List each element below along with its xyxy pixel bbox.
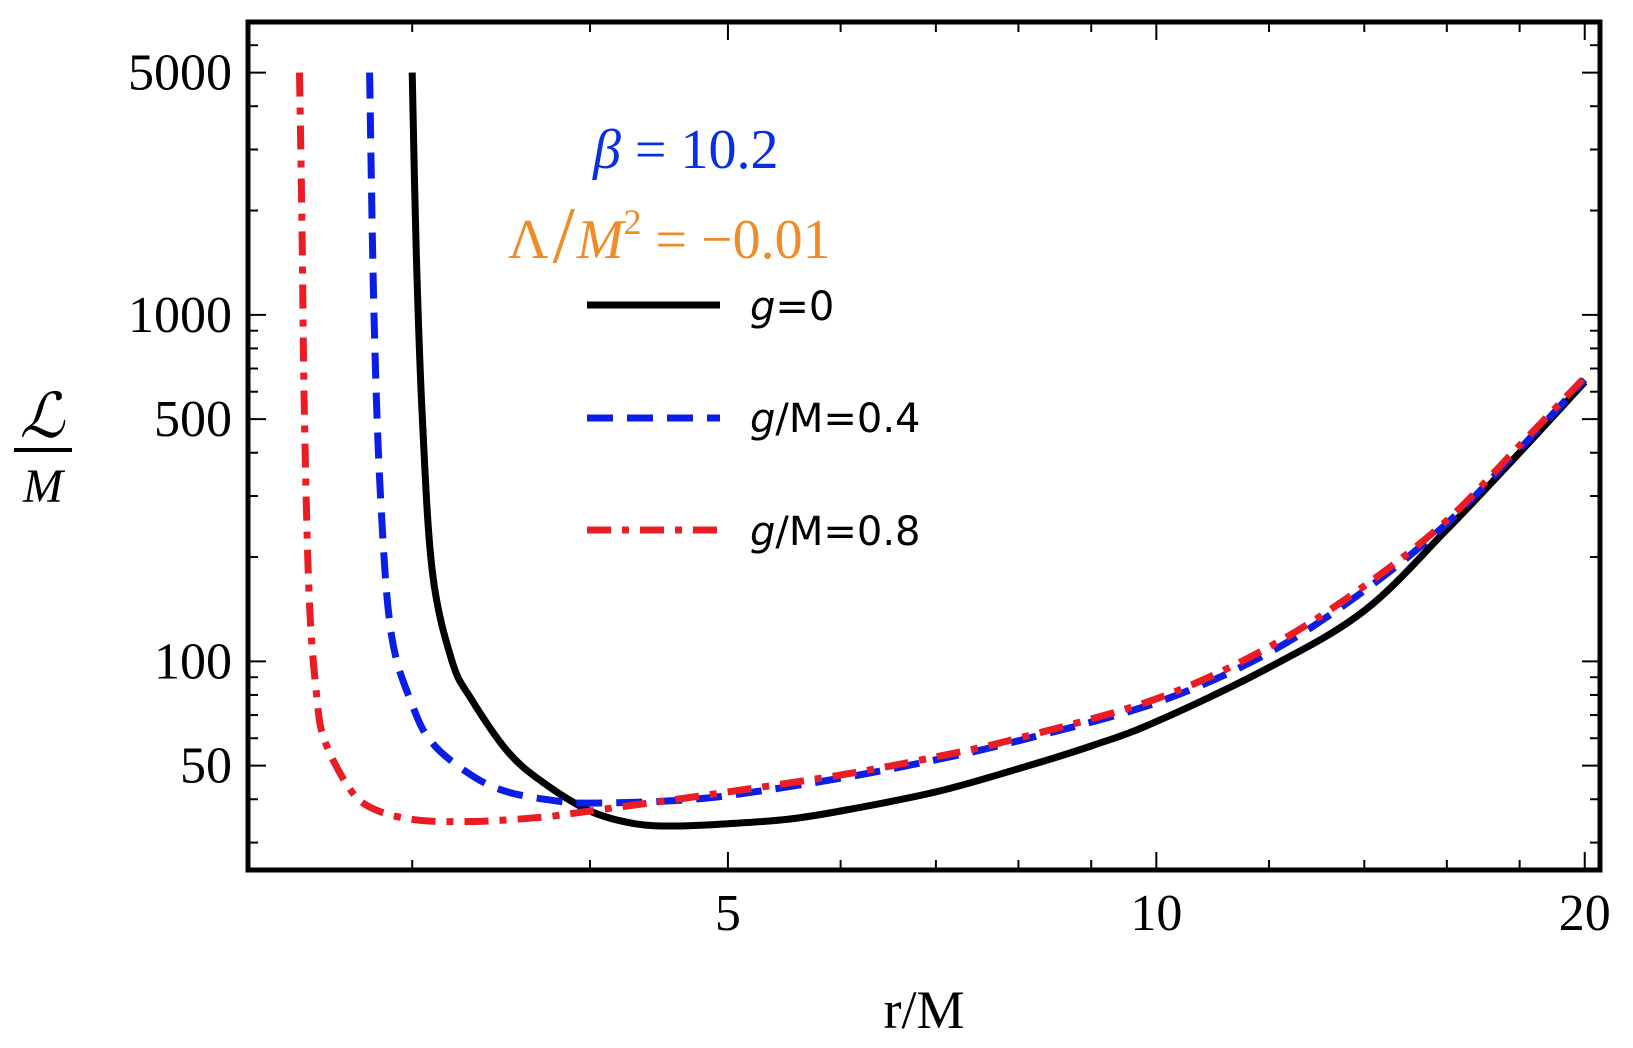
y-tick-label: 1000 xyxy=(128,287,232,344)
legend-label-g08: g/M=0.8 xyxy=(750,509,921,555)
y-tick-label: 500 xyxy=(154,391,232,448)
legend-label-g04-symbol: g xyxy=(750,396,775,442)
beta-value: = 10.2 xyxy=(621,119,779,181)
annotations: β = 10.2 Λ/M2 = −0.01 xyxy=(508,119,831,280)
lambda-m: M xyxy=(576,209,627,271)
beta-symbol: β xyxy=(592,119,621,181)
x-tick-label: 20 xyxy=(1559,885,1611,942)
axis-tick-labels: 5 10 20 50 100 500 1000 5000 xyxy=(128,45,1611,942)
legend-label-g08-rest: /M=0.8 xyxy=(775,509,920,555)
legend-label-g0-rest: =0 xyxy=(775,284,834,330)
beta-annotation: β = 10.2 xyxy=(592,119,778,181)
y-tick-label: 5000 xyxy=(128,45,232,102)
legend-label-g08-symbol: g xyxy=(750,509,775,555)
legend-label-g04: g/M=0.4 xyxy=(750,396,921,442)
x-tick-label: 10 xyxy=(1130,885,1182,942)
series-group xyxy=(296,72,1588,830)
series-line-2 xyxy=(296,72,1588,826)
y-axis-title-numerator: ℒ xyxy=(20,383,66,451)
y-axis-title-denominator: M xyxy=(22,460,66,513)
x-axis-title: r/M xyxy=(884,980,965,1040)
y-tick-label: 50 xyxy=(180,738,232,795)
lambda-symbol: Λ xyxy=(508,209,549,271)
y-tick-label: 100 xyxy=(154,633,232,690)
x-tick-label: 5 xyxy=(715,885,741,942)
legend-label-g04-rest: /M=0.4 xyxy=(775,396,920,442)
lambda-exponent: 2 xyxy=(624,202,642,242)
legend: g=0 g/M=0.4 g/M=0.8 xyxy=(587,284,921,555)
lambda-annotation: Λ/M2 = −0.01 xyxy=(508,192,831,280)
series-line-0 xyxy=(408,72,1588,830)
legend-label-g0: g=0 xyxy=(750,284,834,330)
lambda-value: = −0.01 xyxy=(642,209,831,271)
y-axis-title: ℒ M xyxy=(14,383,72,513)
plot-frame xyxy=(245,19,1603,873)
lambda-slash: / xyxy=(553,192,576,280)
legend-label-g0-symbol: g xyxy=(750,284,775,330)
